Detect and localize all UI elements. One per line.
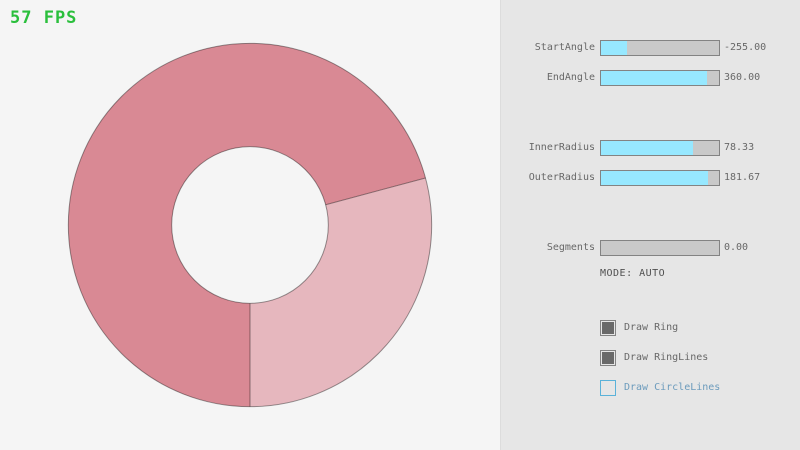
slider-outerradius-fill bbox=[601, 171, 709, 185]
slider-startangle-fill bbox=[601, 41, 627, 55]
slider-value-innerradius: 78.33 bbox=[724, 142, 755, 153]
slider-label-segments: Segments bbox=[546, 242, 595, 253]
ring-sector-light bbox=[250, 177, 432, 407]
checkmark-icon bbox=[602, 322, 614, 334]
ring-canvas bbox=[67, 42, 433, 408]
slider-segments[interactable] bbox=[600, 240, 720, 256]
slider-label-startangle: StartAngle bbox=[534, 42, 595, 53]
slider-value-startangle: -255.00 bbox=[724, 42, 767, 53]
slider-value-outerradius: 181.67 bbox=[724, 172, 761, 183]
slider-label-outerradius: OuterRadius bbox=[528, 172, 595, 183]
checkbox-draw-ringlines[interactable] bbox=[600, 350, 616, 366]
checkbox-draw-ring[interactable] bbox=[600, 320, 616, 336]
checkbox-label-draw-ring: Draw Ring bbox=[624, 322, 679, 333]
checkmark-icon bbox=[602, 352, 614, 364]
slider-startangle[interactable] bbox=[600, 40, 720, 56]
checkbox-draw-circlelines[interactable] bbox=[600, 380, 616, 396]
slider-label-innerradius: InnerRadius bbox=[528, 142, 595, 153]
ring-cap-line-start bbox=[325, 177, 426, 206]
checkbox-label-draw-ringlines: Draw RingLines bbox=[624, 352, 709, 363]
checkbox-label-draw-circlelines: Draw CircleLines bbox=[624, 382, 721, 393]
mode-text: MODE: AUTO bbox=[600, 268, 666, 279]
slider-innerradius[interactable] bbox=[600, 140, 720, 156]
ring-inner-line bbox=[171, 146, 329, 304]
slider-label-endangle: EndAngle bbox=[546, 72, 595, 83]
slider-value-endangle: 360.00 bbox=[724, 72, 761, 83]
slider-innerradius-fill bbox=[601, 141, 694, 155]
fps-counter: 57 FPS bbox=[10, 8, 78, 28]
slider-outerradius[interactable] bbox=[600, 170, 720, 186]
slider-value-segments: 0.00 bbox=[724, 242, 749, 253]
slider-endangle-fill bbox=[601, 71, 708, 85]
ring-sector-dark bbox=[68, 43, 426, 407]
ring-outer-line bbox=[67, 42, 433, 408]
slider-endangle[interactable] bbox=[600, 70, 720, 86]
